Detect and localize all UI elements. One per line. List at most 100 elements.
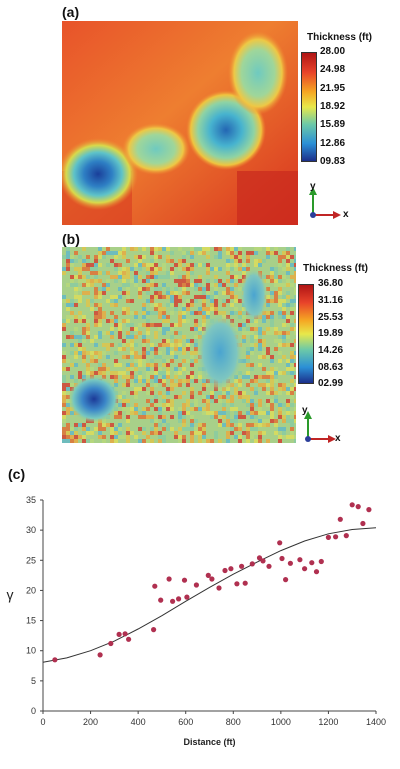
noise-cell xyxy=(246,375,250,379)
noise-cell xyxy=(270,267,274,271)
noise-cell xyxy=(178,291,182,295)
noise-cell xyxy=(202,315,206,319)
noise-cell xyxy=(150,275,154,279)
noise-cell xyxy=(190,255,194,259)
noise-cell xyxy=(114,415,118,419)
noise-cell xyxy=(290,283,294,287)
noise-cell xyxy=(138,263,142,267)
noise-cell xyxy=(174,295,178,299)
data-point xyxy=(279,555,285,562)
noise-cell xyxy=(170,259,174,263)
x-tick-label: 400 xyxy=(131,717,146,727)
noise-cell xyxy=(282,335,286,339)
noise-cell xyxy=(266,315,270,319)
noise-cell xyxy=(182,279,186,283)
noise-cell xyxy=(230,423,234,427)
noise-cell xyxy=(286,267,290,271)
noise-cell xyxy=(266,391,270,395)
noise-cell xyxy=(242,375,246,379)
noise-cell xyxy=(294,299,296,303)
noise-cell xyxy=(154,291,158,295)
noise-cell xyxy=(62,383,66,387)
noise-cell xyxy=(98,331,102,335)
noise-cell xyxy=(126,295,130,299)
data-point xyxy=(277,540,283,546)
noise-cell xyxy=(118,271,122,275)
noise-cell xyxy=(146,415,150,419)
noise-cell xyxy=(278,407,282,411)
noise-cell xyxy=(66,247,70,251)
noise-cell xyxy=(206,399,210,403)
noise-cell xyxy=(190,439,194,443)
noise-cell xyxy=(202,383,206,387)
noise-cell xyxy=(182,407,186,411)
noise-cell xyxy=(66,439,70,443)
noise-cell xyxy=(294,255,296,259)
noise-cell xyxy=(158,287,162,291)
noise-cell xyxy=(282,331,286,335)
noise-cell xyxy=(262,343,266,347)
x-tick-label: 1000 xyxy=(271,717,291,727)
noise-cell xyxy=(282,343,286,347)
noise-cell xyxy=(138,375,142,379)
noise-cell xyxy=(142,335,146,339)
noise-cell xyxy=(126,299,130,303)
noise-cell xyxy=(278,279,282,283)
noise-cell xyxy=(286,303,290,307)
noise-cell xyxy=(178,343,182,347)
noise-cell xyxy=(258,339,262,343)
noise-cell xyxy=(286,383,290,387)
noise-cell xyxy=(106,283,110,287)
noise-cell xyxy=(158,403,162,407)
noise-cell xyxy=(162,339,166,343)
noise-cell xyxy=(246,423,250,427)
noise-cell xyxy=(242,439,246,443)
noise-cell xyxy=(218,415,222,419)
noise-cell xyxy=(134,363,138,367)
noise-cell xyxy=(206,291,210,295)
noise-cell xyxy=(130,351,134,355)
noise-cell xyxy=(294,351,296,355)
noise-cell xyxy=(174,431,178,435)
noise-cell xyxy=(158,407,162,411)
noise-cell xyxy=(94,295,98,299)
noise-cell xyxy=(238,255,242,259)
noise-cell xyxy=(266,247,270,251)
noise-cell xyxy=(182,303,186,307)
variogram-chart: 0 200 400 600 800 1000 1200 140005101520253035 … xyxy=(7,495,387,747)
noise-cell xyxy=(230,251,234,255)
noise-cell xyxy=(154,295,158,299)
noise-cell xyxy=(174,339,178,343)
noise-cell xyxy=(266,439,270,443)
noise-cell xyxy=(166,339,170,343)
noise-cell xyxy=(178,407,182,411)
noise-cell xyxy=(230,395,234,399)
noise-cell xyxy=(102,331,106,335)
x-tick-label: 1200 xyxy=(318,717,338,727)
noise-cell xyxy=(126,291,130,295)
noise-cell xyxy=(198,311,202,315)
noise-cell xyxy=(126,431,130,435)
noise-cell xyxy=(278,411,282,415)
noise-cell xyxy=(146,339,150,343)
noise-cell xyxy=(170,267,174,271)
noise-cell xyxy=(150,271,154,275)
noise-cell xyxy=(162,319,166,323)
noise-cell xyxy=(270,311,274,315)
noise-cell xyxy=(82,339,86,343)
noise-cell xyxy=(94,311,98,315)
noise-cell xyxy=(150,363,154,367)
noise-cell xyxy=(134,263,138,267)
noise-cell xyxy=(110,323,114,327)
noise-cell xyxy=(226,267,230,271)
noise-cell xyxy=(74,327,78,331)
noise-cell xyxy=(234,255,238,259)
noise-cell xyxy=(274,423,278,427)
noise-cell xyxy=(246,403,250,407)
noise-cell xyxy=(274,291,278,295)
noise-cell xyxy=(146,351,150,355)
noise-cell xyxy=(142,247,146,251)
noise-cell xyxy=(190,415,194,419)
noise-cell xyxy=(202,295,206,299)
thin-zone-2 xyxy=(122,123,190,175)
